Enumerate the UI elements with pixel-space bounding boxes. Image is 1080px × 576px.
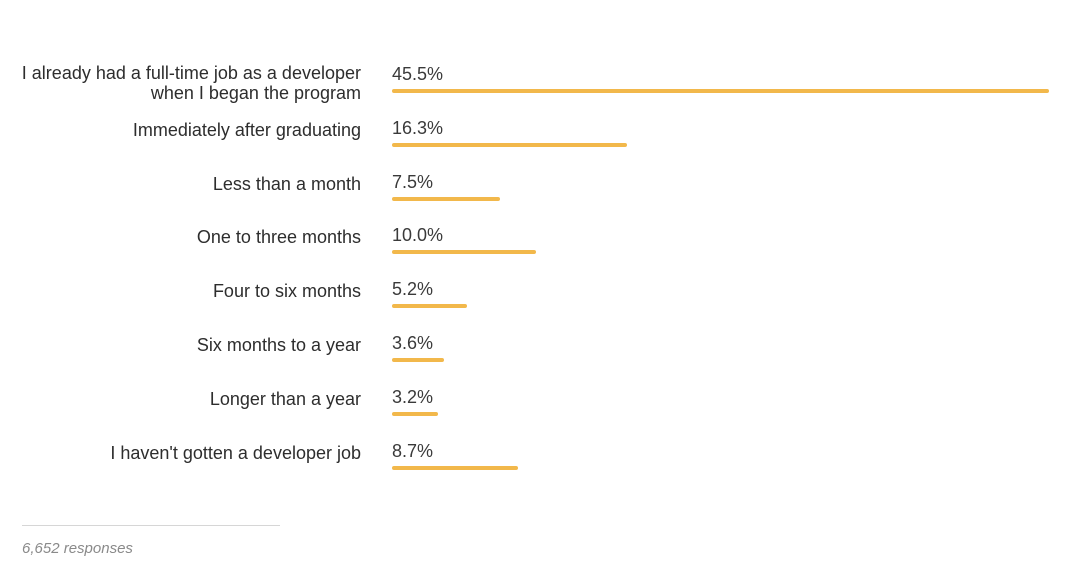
value-label: 45.5% bbox=[392, 64, 444, 84]
footer-divider bbox=[22, 525, 280, 526]
bar bbox=[392, 358, 444, 362]
category-label: Less than a month bbox=[212, 173, 361, 194]
category-label: Six months to a year bbox=[196, 335, 361, 355]
category-label: I already had a full-time job as a devel… bbox=[21, 63, 361, 103]
category-label: Four to six months bbox=[212, 281, 361, 302]
category-label: One to three months bbox=[196, 227, 361, 248]
bar bbox=[392, 142, 628, 147]
bar bbox=[392, 196, 501, 201]
bar bbox=[392, 89, 1049, 93]
value-label: 3.2% bbox=[392, 386, 434, 407]
value-label: 10.0% bbox=[392, 225, 444, 246]
category-label: Longer than a year bbox=[209, 388, 361, 409]
value-label: 3.6% bbox=[392, 333, 434, 353]
bar bbox=[392, 465, 518, 470]
category-label: I haven't gotten a developer job bbox=[110, 442, 361, 463]
value-label: 5.2% bbox=[392, 279, 434, 300]
value-label: 7.5% bbox=[392, 171, 434, 192]
category-label: Immediately after graduating bbox=[132, 119, 361, 140]
response-count: 6,652 responses bbox=[22, 540, 133, 557]
value-label: 8.7% bbox=[392, 440, 434, 461]
value-label: 16.3% bbox=[392, 117, 444, 138]
bar bbox=[392, 250, 537, 255]
bar bbox=[392, 304, 468, 309]
bar bbox=[392, 411, 439, 416]
